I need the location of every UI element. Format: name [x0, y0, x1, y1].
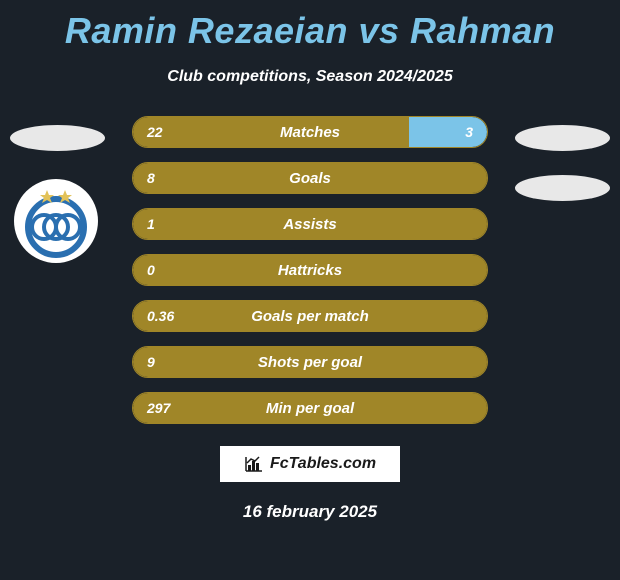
- stat-row: 8Goals: [132, 162, 488, 194]
- page-title: Ramin Rezaeian vs Rahman: [0, 0, 620, 52]
- stat-label: Matches: [133, 124, 487, 141]
- player-right-placeholder-2: [515, 175, 610, 201]
- stat-label: Assists: [133, 216, 487, 233]
- stat-label: Shots per goal: [133, 354, 487, 371]
- player-left-placeholder-1: [10, 125, 105, 151]
- stat-row: 1Assists: [132, 208, 488, 240]
- stat-value-right: 3: [451, 124, 487, 140]
- stat-row: 22Matches3: [132, 116, 488, 148]
- stat-label: Hattricks: [133, 262, 487, 279]
- stat-row: 0.36Goals per match: [132, 300, 488, 332]
- club-logo-icon: [14, 179, 98, 263]
- stats-container: 22Matches3 8Goals 1Assists 0Hattricks 0.36Go…: [132, 116, 488, 424]
- stat-label: Goals: [133, 170, 487, 187]
- stat-row: 9Shots per goal: [132, 346, 488, 378]
- stat-label: Goals per match: [133, 308, 487, 325]
- stat-row: 0Hattricks: [132, 254, 488, 286]
- stat-label: Min per goal: [133, 400, 487, 417]
- subtitle: Club competitions, Season 2024/2025: [0, 68, 620, 86]
- stat-row: 297Min per goal: [132, 392, 488, 424]
- player-right-placeholder-1: [515, 125, 610, 151]
- attribution-badge: FcTables.com: [220, 446, 400, 482]
- chart-icon: [244, 455, 264, 473]
- date-label: 16 february 2025: [0, 502, 620, 522]
- attribution-text: FcTables.com: [270, 455, 376, 473]
